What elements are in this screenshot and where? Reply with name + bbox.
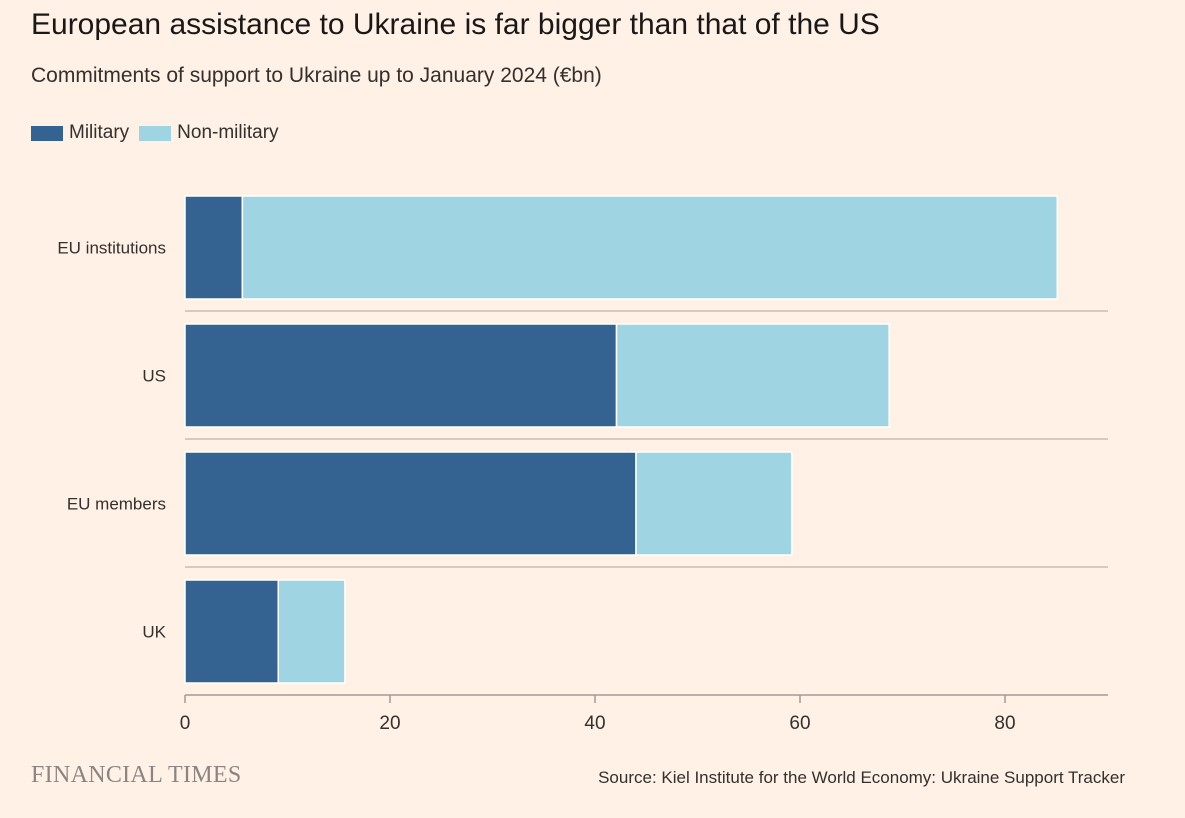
chart-subtitle: Commitments of support to Ukraine up to … — [31, 64, 602, 87]
bar-eu-institutions-non-military — [241, 195, 1059, 300]
legend-label-non-military: Non-military — [177, 122, 279, 143]
chart-title: European assistance to Ukraine is far bi… — [31, 8, 880, 41]
ft-logo: FINANCIAL TIMES — [31, 762, 242, 788]
x-tick-label: 0 — [180, 713, 191, 734]
bar-us-military — [184, 323, 618, 428]
bar-eu-institutions-military — [184, 195, 244, 300]
category-label: UK — [142, 623, 166, 642]
legend-item-non-military: Non-military — [139, 122, 279, 144]
legend-swatch-military — [31, 125, 63, 141]
source-note: Source: Kiel Institute for the World Eco… — [598, 768, 1125, 787]
bar-eu-members-military — [184, 451, 637, 556]
category-label: EU institutions — [57, 239, 166, 258]
x-tick-label: 20 — [379, 713, 400, 734]
category-label: EU members — [67, 495, 166, 514]
legend: Military Non-military — [31, 122, 289, 144]
bar-uk-non-military — [277, 579, 346, 684]
x-tick-label: 60 — [789, 713, 810, 734]
legend-label-military: Military — [69, 122, 130, 143]
bar-chart: EU institutions US EU members UK 0 20 40 60 80 — [57, 195, 1108, 734]
bar-eu-members-non-military — [635, 451, 793, 556]
x-tick-label: 80 — [994, 713, 1015, 734]
bar-uk-military — [184, 579, 280, 684]
category-label: US — [142, 367, 166, 386]
legend-item-military: Military — [31, 122, 129, 144]
bar-us-non-military — [615, 323, 890, 428]
x-tick-label: 40 — [584, 713, 605, 734]
legend-swatch-non-military — [139, 125, 172, 141]
